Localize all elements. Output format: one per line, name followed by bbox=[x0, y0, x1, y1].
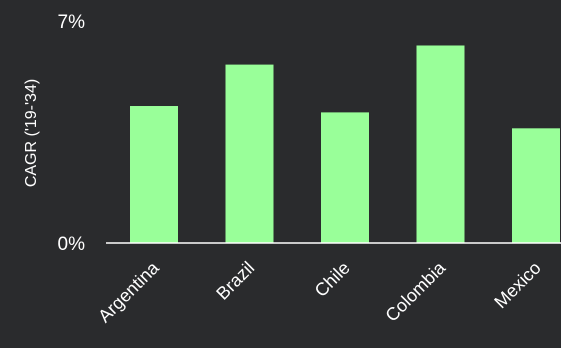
bar-mexico bbox=[512, 128, 560, 243]
y-tick-label-bottom: 0% bbox=[58, 234, 86, 255]
x-tick-label-colombia: Colombia bbox=[381, 257, 450, 326]
bar-argentina bbox=[130, 106, 178, 243]
bars-group bbox=[130, 45, 560, 243]
x-tick-label-chile: Chile bbox=[311, 258, 354, 301]
y-axis-label: CAGR ('19-'34) bbox=[23, 79, 40, 187]
bar-colombia bbox=[416, 45, 465, 243]
y-tick-label-top: 7% bbox=[58, 12, 86, 33]
bar-brazil bbox=[225, 64, 274, 243]
bar-chile bbox=[321, 112, 369, 243]
x-tick-labels: Argentina Brazil Chile Colombia Mexico bbox=[94, 257, 545, 326]
x-tick-label-brazil: Brazil bbox=[212, 258, 258, 304]
x-tick-label-mexico: Mexico bbox=[490, 258, 544, 312]
x-tick-label-argentina: Argentina bbox=[94, 257, 163, 326]
